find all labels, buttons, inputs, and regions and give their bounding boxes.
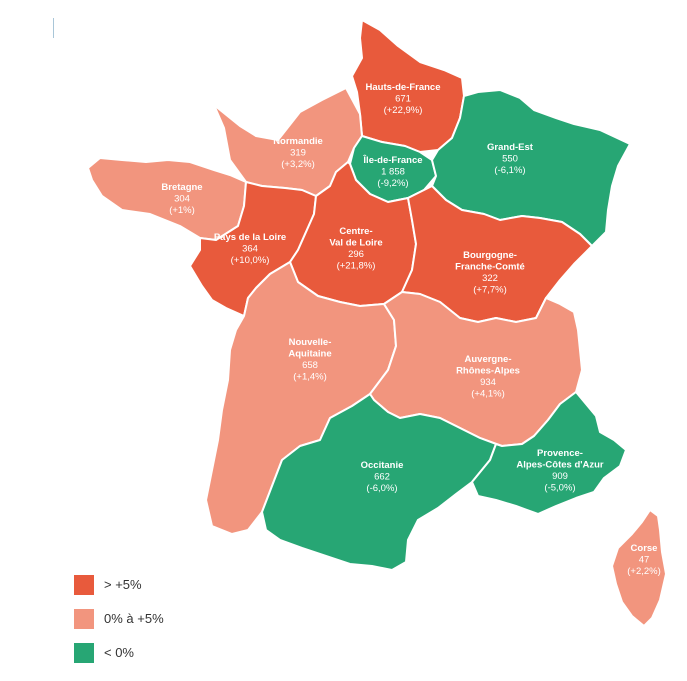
region-label-ara: Auvergne-Rhônes-Alpes 934 (+4,1%) [456,354,520,400]
legend-label-mid: 0% à +5% [104,611,164,626]
region-label-bret: Bretagne 304 (+1%) [161,182,202,216]
region-value: 671 [395,94,411,105]
region-label-idf: Île-de-France 1 858 (-9,2%) [362,154,422,189]
legend-item-high: > +5% [74,575,274,595]
region-name: Normandie [273,136,323,147]
region-value: 1 858 [381,167,405,178]
legend-item-low: < 0% [74,643,274,663]
region-label-cvl: Centre-Val de Loire 296 (+21,8%) [329,226,382,272]
region-corse[interactable] [611,509,667,627]
region-value: 364 [242,244,258,255]
legend-label-high: > +5% [104,577,142,592]
region-label-hdf: Hauts-de-France 671 (+22,9%) [366,82,441,116]
region-change: (+3,2%) [281,159,315,170]
region-name: Centre- [339,226,372,237]
region-value: 934 [480,377,496,388]
region-change: (+1%) [169,205,195,216]
region-label-occ: Occitanie 662 (-6,0%) [361,460,404,494]
region-name: Grand-Est [487,142,534,153]
region-change: (-5,0%) [544,483,575,494]
region-change: (+21,8%) [337,261,376,272]
region-name: Rhônes-Alpes [456,366,520,377]
region-label-corse: Corse 47 (+2,2%) [627,543,661,577]
region-value: 658 [302,360,318,371]
legend-swatch-low [74,643,94,663]
region-value: 322 [482,273,498,284]
region-name: Aquitaine [288,349,331,360]
corner-mark [53,18,54,38]
region-value: 550 [502,154,518,165]
legend-item-mid: 0% à +5% [74,609,274,629]
region-name: Bretagne [161,182,202,193]
region-label-norm: Normandie 319 (+3,2%) [273,136,323,170]
labels-layer: Hauts-de-France 671 (+22,9%)Normandie 319 (+… [161,82,660,577]
region-label-ge: Grand-Est 550 (-6,1%) [487,142,534,176]
region-name: Franche-Comté [455,262,525,273]
legend-swatch-mid [74,609,94,629]
region-name: Corse [631,543,658,554]
region-value: 909 [552,471,568,482]
region-change: (-6,1%) [494,165,525,176]
region-name: Alpes-Côtes d'Azur [516,460,604,471]
region-name: Bourgogne- [463,250,517,261]
region-label-paca: Provence-Alpes-Côtes d'Azur 909 (-5,0%) [516,448,604,494]
region-value: 662 [374,472,390,483]
region-name: Île-de-France [362,154,422,166]
region-label-pdl: Pays de la Loire 364 (+10,0%) [214,232,286,266]
region-value: 296 [348,249,364,260]
region-name: Auvergne- [465,354,512,365]
legend-swatch-high [74,575,94,595]
region-change: (+1,4%) [293,372,327,383]
region-name: Pays de la Loire [214,232,286,243]
region-label-bfc: Bourgogne-Franche-Comté 322 (+7,7%) [455,250,525,296]
region-name: Val de Loire [329,238,382,249]
region-value: 304 [174,194,190,205]
region-change: (-9,2%) [377,178,408,189]
region-name: Provence- [537,448,583,459]
region-value: 319 [290,148,306,159]
region-value: 47 [639,555,650,566]
region-change: (+10,0%) [231,255,270,266]
region-hauts-de-france[interactable] [351,19,465,153]
legend-label-low: < 0% [104,645,134,660]
regions-layer [87,19,667,627]
region-name: Nouvelle- [289,337,332,348]
region-provence-alpes-cote-d-azur[interactable] [471,391,627,515]
region-label-na: Nouvelle-Aquitaine 658 (+1,4%) [288,337,331,383]
region-change: (-6,0%) [366,483,397,494]
region-change: (+22,9%) [384,105,423,116]
region-change: (+7,7%) [473,285,507,296]
region-bretagne[interactable] [87,157,247,241]
region-change: (+2,2%) [627,566,661,577]
region-name: Hauts-de-France [366,82,441,93]
region-change: (+4,1%) [471,389,505,400]
region-name: Occitanie [361,460,404,471]
